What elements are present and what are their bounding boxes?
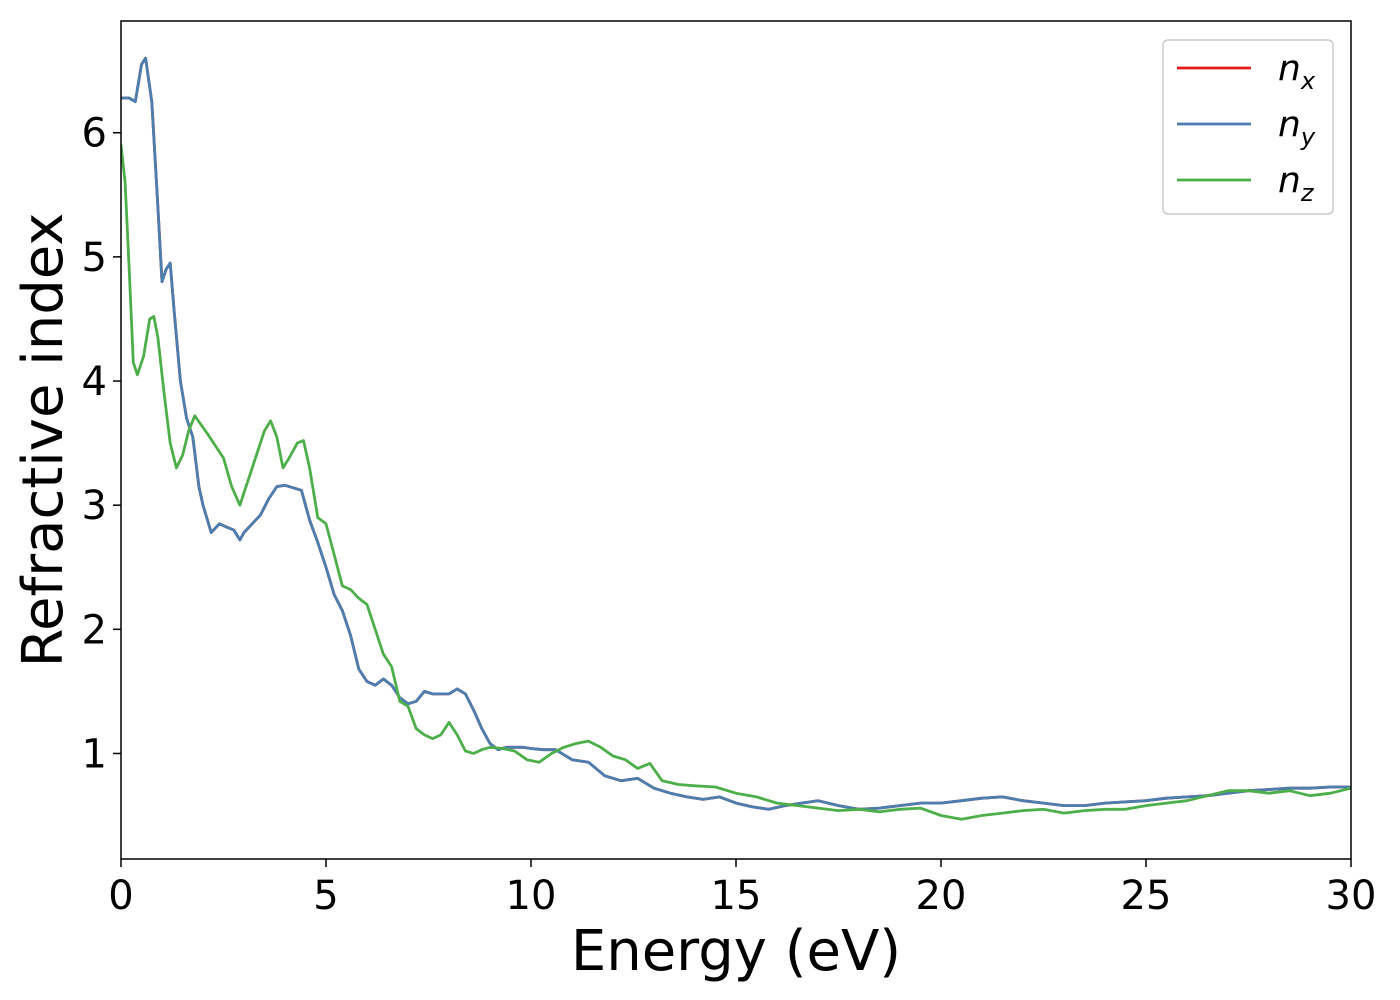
x-tick-label: 0 <box>108 873 133 919</box>
legend-label: ny <box>1278 104 1316 151</box>
y-tick-label: 2 <box>82 607 107 653</box>
legend-item-n-z: nz <box>1177 160 1315 207</box>
y-axis-label: Refractive index <box>11 213 76 668</box>
y-tick-label: 4 <box>82 359 107 405</box>
legend-item-n-x: nx <box>1177 48 1316 95</box>
series-line-n-y <box>121 56 1351 811</box>
legend-label: nx <box>1278 48 1316 95</box>
x-axis-label: Energy (eV) <box>571 919 901 984</box>
y-tick-label: 3 <box>82 483 107 529</box>
x-tick-label: 5 <box>313 873 338 919</box>
x-tick-label: 25 <box>1121 873 1172 919</box>
axis-ticks: 0 5 10 15 20 25 30 1 2 3 4 5 6 <box>82 111 1377 919</box>
legend-box <box>1162 39 1334 215</box>
y-tick-label: 1 <box>82 731 107 777</box>
y-tick-label: 5 <box>82 235 107 281</box>
y-tick-label: 6 <box>82 111 107 157</box>
series-line-n-z <box>121 143 1351 821</box>
x-tick-label: 30 <box>1326 873 1377 919</box>
legend: nx ny nz <box>1162 39 1334 215</box>
legend-item-n-y: ny <box>1177 104 1316 151</box>
x-tick-label: 20 <box>916 873 967 919</box>
plot-area <box>121 56 1351 821</box>
x-tick-label: 15 <box>711 873 762 919</box>
legend-label: nz <box>1278 160 1315 207</box>
x-tick-label: 10 <box>506 873 557 919</box>
plot-frame <box>120 20 1352 860</box>
